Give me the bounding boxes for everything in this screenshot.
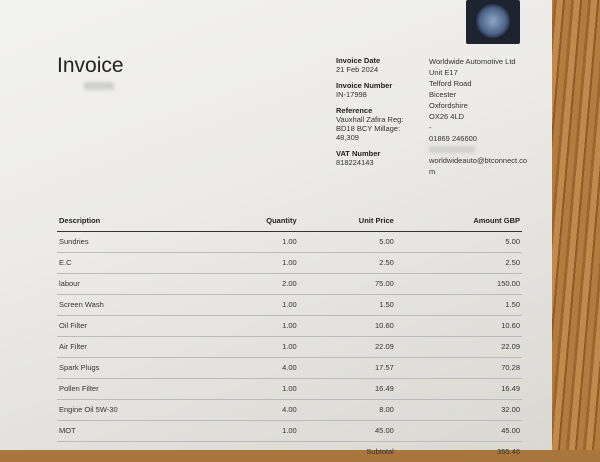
- meta-label: Reference: [336, 106, 422, 115]
- item-unit-price: 22.09: [299, 337, 396, 358]
- item-description: Spark Plugs: [57, 358, 213, 379]
- item-unit-price: 75.00: [299, 274, 396, 295]
- item-quantity: 1.00: [213, 421, 299, 442]
- item-description: Engine Oil 5W-30: [57, 400, 213, 421]
- item-amount: 22.09: [396, 337, 522, 358]
- column-header: Amount GBP: [396, 212, 522, 232]
- item-amount: 16.49: [396, 379, 522, 400]
- item-unit-price: 8.00: [299, 400, 396, 421]
- item-amount: 2.50: [396, 253, 522, 274]
- item-unit-price: 10.60: [299, 316, 396, 337]
- redacted-text: [429, 146, 475, 153]
- wooden-table-background: [548, 0, 600, 450]
- meta-value: 21 Feb 2024: [336, 65, 422, 74]
- redacted-text: [84, 82, 114, 90]
- meta-label: VAT Number: [336, 149, 422, 158]
- address-line: Oxfordshire: [429, 100, 529, 111]
- item-description: MOT: [57, 421, 213, 442]
- address-line: OX26 4LD: [429, 111, 529, 122]
- column-header: Quantity: [213, 212, 299, 232]
- item-amount: 1.50: [396, 295, 522, 316]
- address-line: Worldwide Automotive Ltd: [429, 56, 529, 67]
- item-unit-price: 45.00: [299, 421, 396, 442]
- item-description: Air Filter: [57, 337, 213, 358]
- item-quantity: 4.00: [213, 358, 299, 379]
- page-title: Invoice: [57, 54, 124, 78]
- empty-cell: [213, 442, 299, 462]
- item-quantity: 2.00: [213, 274, 299, 295]
- item-amount: 5.00: [396, 232, 522, 253]
- item-amount: 150.00: [396, 274, 522, 295]
- column-header: Description: [57, 212, 213, 232]
- item-unit-price: 2.50: [299, 253, 396, 274]
- item-description: Oil Filter: [57, 316, 213, 337]
- item-description: labour: [57, 274, 213, 295]
- address-line: Bicester: [429, 89, 529, 100]
- meta-value: 818224143: [336, 158, 422, 167]
- item-description: Sundries: [57, 232, 213, 253]
- item-quantity: 4.00: [213, 400, 299, 421]
- address-line: Unit E17: [429, 67, 529, 78]
- item-quantity: 1.00: [213, 379, 299, 400]
- item-quantity: 1.00: [213, 316, 299, 337]
- address-line: -: [429, 122, 529, 133]
- meta-value: Vauxhall Zafira Reg: BD18 BCY Millage: 4…: [336, 115, 422, 142]
- subtotal-label: Subtotal: [299, 442, 396, 462]
- item-amount: 10.60: [396, 316, 522, 337]
- item-quantity: 1.00: [213, 295, 299, 316]
- empty-cell: [57, 442, 213, 462]
- subtotal-value: 355.46: [396, 442, 522, 462]
- meta-label: Invoice Date: [336, 56, 422, 65]
- item-amount: 32.00: [396, 400, 522, 421]
- address-line: Telford Road: [429, 78, 529, 89]
- item-unit-price: 17.57: [299, 358, 396, 379]
- address-line: worldwideauto@btconnect.com: [429, 155, 529, 177]
- item-description: E.C: [57, 253, 213, 274]
- item-amount: 45.00: [396, 421, 522, 442]
- company-logo: [466, 0, 520, 44]
- item-quantity: 1.00: [213, 232, 299, 253]
- item-unit-price: 1.50: [299, 295, 396, 316]
- item-description: Pollen Filter: [57, 379, 213, 400]
- item-amount: 70.28: [396, 358, 522, 379]
- item-quantity: 1.00: [213, 337, 299, 358]
- item-quantity: 1.00: [213, 253, 299, 274]
- meta-label: Invoice Number: [336, 81, 422, 90]
- item-unit-price: 5.00: [299, 232, 396, 253]
- item-unit-price: 16.49: [299, 379, 396, 400]
- column-header: Unit Price: [299, 212, 396, 232]
- meta-value: IN-17998: [336, 90, 422, 99]
- address-line: 01869 246600: [429, 133, 529, 144]
- item-description: Screen Wash: [57, 295, 213, 316]
